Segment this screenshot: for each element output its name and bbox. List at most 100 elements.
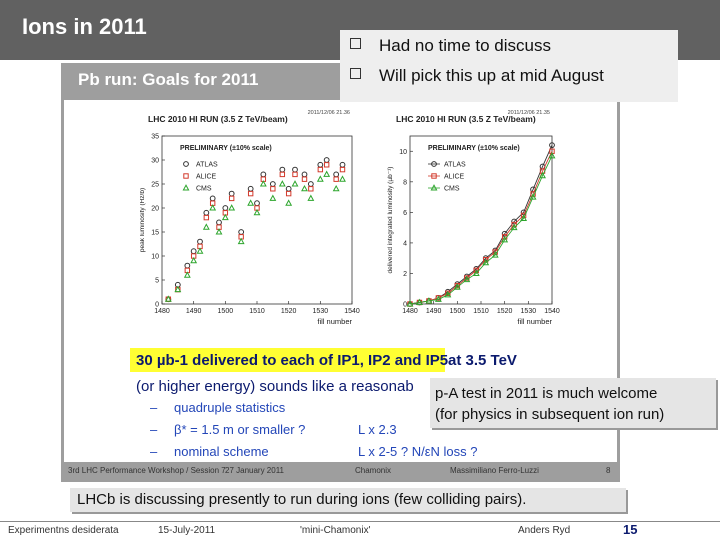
- data-point: [501, 236, 509, 243]
- x-tick-label: 1500: [450, 308, 466, 315]
- data-point: [216, 219, 222, 226]
- data-point: [463, 275, 471, 283]
- data-point: [190, 248, 197, 255]
- chart-title: LHC 2010 HI RUN (3.5 Z TeV/beam): [396, 114, 536, 124]
- data-point: [472, 269, 480, 276]
- chart-svg: LHC 2010 HI RUN (3.5 Z TeV/beam)2011/12/…: [387, 110, 560, 326]
- legend-label: ALICE: [196, 174, 217, 181]
- y-tick-label: 2: [403, 271, 407, 278]
- data-point: [332, 184, 340, 192]
- data-point: [285, 185, 292, 192]
- data-point: [453, 283, 461, 290]
- sub-item-factor: L x 2-5 ? N/εN loss ?: [358, 444, 478, 459]
- data-point: [323, 162, 330, 168]
- legend-label: CMS: [196, 186, 212, 193]
- data-point: [203, 214, 210, 221]
- data-point: [190, 256, 198, 264]
- sub-item-factor: L x 2.3: [358, 422, 397, 437]
- data-point: [247, 199, 255, 206]
- data-point: [197, 238, 203, 245]
- data-point: [529, 193, 537, 200]
- data-point: [317, 166, 324, 173]
- y-tick-label: 10: [399, 149, 407, 156]
- square-bullet-icon: [350, 68, 361, 79]
- data-point: [247, 185, 254, 192]
- lhcb-note-text: LHCb is discussing presently to run duri…: [77, 491, 527, 508]
- callout-box: [340, 30, 678, 102]
- goal-continuation: (or higher energy) sounds like a reasona…: [136, 378, 414, 395]
- x-tick-label: 1530: [521, 308, 537, 315]
- data-point: [279, 171, 286, 178]
- series-line: [409, 155, 553, 305]
- y-tick-label: 6: [403, 210, 407, 217]
- highlight-band: [130, 348, 445, 372]
- slide-title: Ions in 2011: [22, 14, 147, 39]
- y-tick-label: 0: [403, 302, 407, 309]
- pa-test-line: p-A test in 2011 is much welcome: [435, 385, 658, 402]
- x-tick-label: 1540: [544, 308, 560, 315]
- data-point: [549, 142, 555, 149]
- sub-item: nominal scheme: [174, 444, 269, 459]
- sub-item: quadruple statistics: [174, 400, 286, 415]
- data-point: [279, 166, 286, 173]
- data-point: [270, 186, 276, 192]
- embedded-slide-title: Pb run: Goals for 2011: [78, 70, 259, 89]
- legend-label: ATLAS: [196, 162, 218, 169]
- data-point: [222, 205, 229, 211]
- data-point: [339, 161, 346, 168]
- footer-topic: Experimentns desiderata: [8, 525, 119, 536]
- data-point: [316, 175, 324, 182]
- data-point: [209, 204, 217, 211]
- x-tick-label: 1540: [344, 308, 360, 315]
- x-tick-label: 1490: [426, 308, 442, 315]
- x-axis-label: fill number: [317, 317, 352, 326]
- legend-label: ALICE: [444, 174, 465, 181]
- pa-test-line: (for physics in subsequent ion run): [435, 406, 665, 423]
- data-point: [339, 175, 346, 182]
- pa-test-text: p-A test in 2011 is much welcome (for ph…: [435, 383, 664, 425]
- data-point: [237, 237, 245, 245]
- peak-luminosity-chart: LHC 2010 HI RUN (3.5 Z TeV/beam) 2011/12/…: [140, 108, 360, 328]
- data-point: [253, 208, 261, 216]
- y-tick-label: 25: [151, 182, 159, 189]
- callout-bullet-text: Had no time to discuss: [379, 36, 551, 55]
- embedded-footer-location: Chamonix: [355, 466, 392, 475]
- data-point: [183, 271, 191, 278]
- data-point: [482, 258, 490, 266]
- data-point: [333, 176, 339, 182]
- y-axis-label: peak luminosity (Hz/b): [140, 188, 146, 252]
- data-point: [238, 229, 245, 235]
- y-tick-label: 8: [403, 179, 407, 186]
- y-tick-label: 10: [151, 254, 159, 261]
- data-point: [228, 204, 236, 211]
- page-number: 15: [623, 522, 638, 537]
- data-point: [269, 181, 276, 187]
- footer-event: 'mini-Chamonix': [300, 525, 371, 536]
- data-point: [292, 171, 298, 178]
- chart-title: LHC 2010 HI RUN (3.5 Z TeV/beam): [148, 114, 288, 124]
- lhcb-note-box: [70, 488, 626, 512]
- data-point: [183, 161, 189, 167]
- data-point: [491, 251, 499, 258]
- data-point: [182, 184, 190, 191]
- data-point: [307, 194, 315, 201]
- sub-dash: –: [150, 422, 158, 437]
- x-tick-label: 1480: [154, 308, 170, 315]
- energy-text: at 3.5 TeV: [448, 352, 517, 369]
- x-tick-label: 1520: [281, 308, 297, 315]
- legend-label: CMS: [444, 186, 460, 193]
- data-point: [228, 190, 235, 197]
- x-axis-label: fill number: [517, 317, 552, 326]
- data-point: [209, 195, 216, 202]
- data-point: [202, 223, 210, 230]
- data-point: [323, 170, 331, 177]
- square-bullet-icon: [350, 38, 361, 49]
- callout-bullet: Had no time to discuss: [350, 36, 551, 56]
- y-tick-label: 15: [151, 230, 159, 237]
- y-tick-label: 20: [151, 206, 159, 213]
- embedded-footer-date: 27 January 2011: [225, 466, 285, 475]
- data-point: [339, 166, 346, 173]
- data-point: [221, 213, 229, 221]
- plot-frame: [161, 135, 353, 305]
- data-point: [406, 300, 414, 307]
